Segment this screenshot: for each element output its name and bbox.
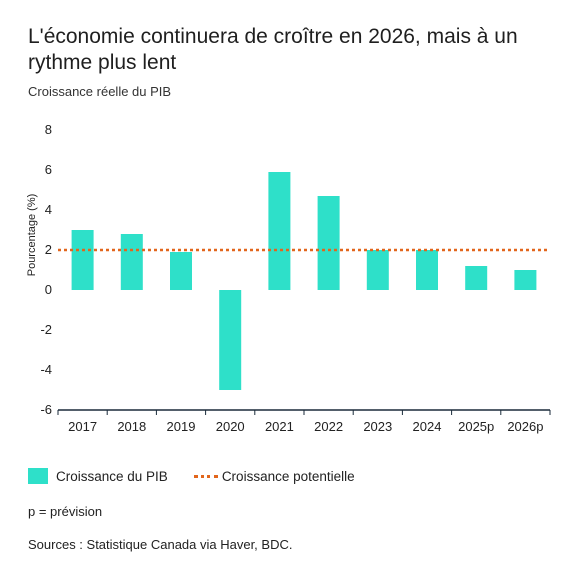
bars-group	[71, 172, 537, 390]
y-axis-ticks: 8 6 4 2 0 -2 -4 -6	[40, 122, 52, 417]
y-tick-label: -6	[40, 402, 52, 417]
y-tick-label: 4	[45, 202, 52, 217]
x-tick-label: 2022	[314, 419, 343, 434]
x-tick-label: 2023	[363, 419, 392, 434]
bar-2026p	[514, 270, 537, 290]
bar-2023	[366, 250, 389, 290]
y-tick-label: -4	[40, 362, 52, 377]
bar-2021	[268, 172, 291, 290]
bar-2018	[120, 234, 143, 290]
y-tick-label: 0	[45, 282, 52, 297]
y-axis-label: Pourcentage (%)	[26, 194, 38, 277]
bar-2025p	[465, 266, 488, 290]
y-tick-label: 2	[45, 242, 52, 257]
forecast-footnote: p = prévision	[28, 504, 103, 519]
legend-line-swatch	[193, 474, 218, 478]
x-tick-label: 2024	[413, 419, 442, 434]
legend-line-label: Croissance potentielle	[221, 468, 355, 484]
x-tick-label: 2018	[117, 419, 146, 434]
x-tick-label: 2017	[68, 419, 97, 434]
y-tick-label: 8	[45, 122, 52, 137]
bar-2024	[416, 250, 438, 290]
bar-2020	[219, 290, 242, 390]
chart-title: L'économie continuera de croître en 2026…	[28, 25, 518, 74]
source-note: Sources : Statistique Canada via Haver, …	[28, 537, 293, 552]
x-tick-label: 2020	[216, 419, 245, 434]
x-tick-label: 2025p	[458, 419, 494, 434]
x-tick-label: 2019	[167, 419, 196, 434]
chart-subtitle: Croissance réelle du PIB	[28, 84, 172, 99]
legend: Croissance du PIB Croissance potentielle	[28, 468, 355, 484]
legend-bar-label: Croissance du PIB	[56, 468, 168, 484]
legend-bar-swatch	[28, 468, 48, 484]
y-tick-label: 6	[45, 162, 52, 177]
x-tick-label: 2021	[265, 419, 294, 434]
bar-2022	[317, 196, 340, 290]
x-tick-label: 2026p	[507, 419, 543, 434]
bar-2017	[71, 230, 94, 290]
x-axis-ticks: 2017 2018 2019 2020 2021 2022 2023 2024 2025p 202…	[57, 410, 551, 434]
y-tick-label: -2	[40, 322, 52, 337]
bar-2019	[170, 252, 192, 290]
bar-chart: 8 6 4 2 0 -2 -4 -6 Pourcentage (%) 2017 2018 2019…	[26, 122, 551, 434]
